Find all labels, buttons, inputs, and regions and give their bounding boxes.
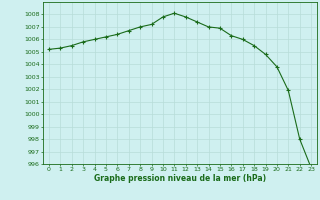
X-axis label: Graphe pression niveau de la mer (hPa): Graphe pression niveau de la mer (hPa) — [94, 174, 266, 183]
